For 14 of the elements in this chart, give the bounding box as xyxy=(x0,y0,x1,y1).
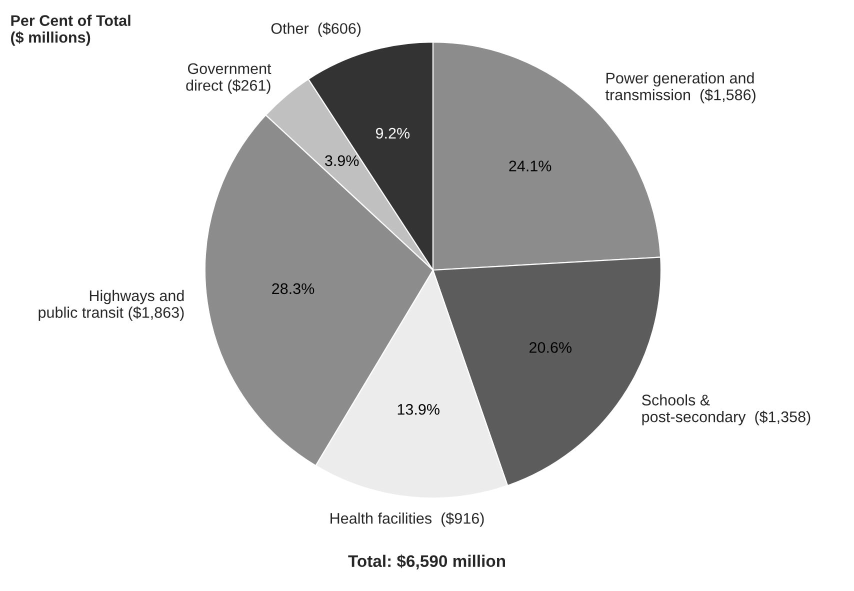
data-label: 3.9% xyxy=(325,155,359,166)
slice-label: Schools & post-secondary ($1,358) xyxy=(642,394,810,426)
slice-label: Other ($606) xyxy=(271,22,361,37)
text: Total: $6,590 million xyxy=(348,554,506,570)
data-label: 24.1% xyxy=(509,160,552,172)
slice-label: Highways and public transit ($1,863) xyxy=(38,290,184,321)
slice-label: Health facilities ($916) xyxy=(330,512,484,527)
data-label: 13.9% xyxy=(398,404,440,415)
slice-label: Government direct ($261) xyxy=(186,63,272,94)
chart-subtitle: Per Cent of Total ($ millions) xyxy=(11,14,130,46)
slice-label: Power generation and transmission ($1,586) xyxy=(605,72,756,104)
data-label: 20.6% xyxy=(530,342,572,353)
data-label: 28.3% xyxy=(272,283,314,294)
data-label: 9.2% xyxy=(376,128,410,139)
